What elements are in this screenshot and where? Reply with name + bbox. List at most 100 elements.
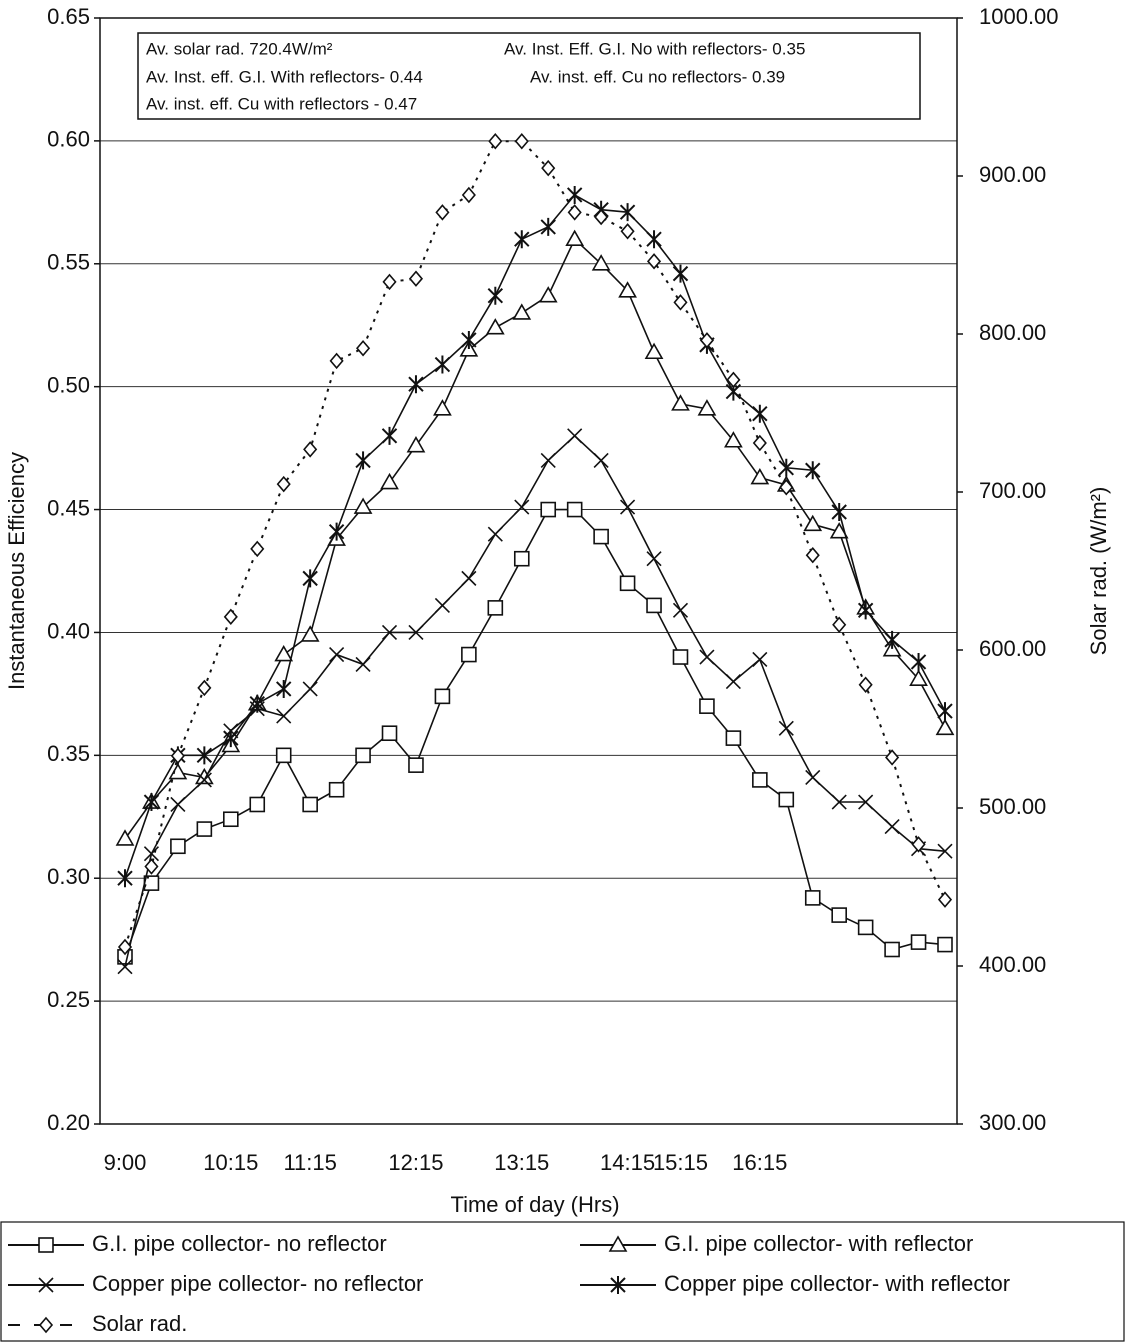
y-tick-label: 0.25 <box>47 987 90 1012</box>
marker <box>249 694 265 713</box>
x-tick-label: 14:15 <box>600 1150 655 1175</box>
marker <box>487 286 504 305</box>
marker <box>644 342 664 360</box>
series-line <box>124 237 946 840</box>
marker <box>884 941 900 958</box>
marker <box>461 646 477 663</box>
y2-tick-label: 500.00 <box>979 794 1046 819</box>
marker <box>223 811 239 828</box>
y2-tick-label: 300.00 <box>979 1110 1046 1135</box>
y-tick-label: 0.65 <box>47 4 90 29</box>
marker <box>884 819 900 835</box>
y-tick-label: 0.55 <box>47 250 90 275</box>
marker <box>196 746 213 765</box>
marker <box>778 791 795 808</box>
marker <box>610 1276 626 1294</box>
marker <box>170 838 186 855</box>
marker <box>910 934 927 950</box>
marker <box>115 829 135 846</box>
series-line <box>124 434 946 967</box>
marker <box>356 339 371 357</box>
marker <box>937 891 953 908</box>
marker <box>593 452 609 468</box>
marker <box>805 769 821 786</box>
marker <box>620 499 636 515</box>
marker <box>329 352 344 370</box>
y2-tick-label: 900.00 <box>979 162 1046 187</box>
marker <box>274 644 294 662</box>
marker <box>197 679 212 697</box>
y-tick-label: 0.45 <box>47 495 90 520</box>
marker <box>858 794 874 810</box>
series-line <box>124 508 946 958</box>
marker <box>514 499 530 515</box>
marker <box>408 757 424 773</box>
marker <box>223 608 238 626</box>
marker <box>619 575 636 592</box>
marker <box>143 793 160 812</box>
marker <box>461 570 477 586</box>
marker <box>620 223 635 240</box>
marker <box>276 679 292 698</box>
marker <box>302 569 318 588</box>
marker <box>646 230 662 249</box>
legend-label: Solar rad. <box>92 1311 187 1336</box>
marker <box>803 514 823 532</box>
y2-tick-label: 400.00 <box>979 952 1046 977</box>
marker <box>618 281 637 298</box>
marker <box>380 472 399 490</box>
marker <box>143 846 160 862</box>
marker <box>724 431 743 448</box>
marker <box>646 597 662 614</box>
marker <box>673 294 688 311</box>
marker <box>223 729 239 748</box>
marker <box>540 501 557 518</box>
marker <box>406 436 426 453</box>
marker <box>804 890 821 906</box>
x-tick-label: 16:15 <box>732 1150 787 1175</box>
marker <box>566 185 583 204</box>
plot-frame <box>99 17 958 1125</box>
marker <box>300 625 320 642</box>
marker <box>699 698 715 714</box>
marker <box>408 375 424 394</box>
y-tick-label: 0.35 <box>47 741 90 766</box>
marker <box>328 522 345 541</box>
marker <box>752 772 768 788</box>
y2-tick-label: 600.00 <box>979 636 1046 661</box>
marker <box>752 404 768 423</box>
marker <box>935 718 955 736</box>
marker <box>38 1277 54 1293</box>
marker <box>778 458 794 477</box>
marker <box>805 461 821 480</box>
marker <box>752 651 768 668</box>
marker <box>143 875 160 891</box>
marker <box>911 836 926 853</box>
marker <box>276 708 292 724</box>
marker <box>355 747 371 764</box>
marker <box>381 725 398 742</box>
marker <box>566 501 583 518</box>
x-tick-label: 12:15 <box>388 1150 443 1175</box>
y-tick-label: 0.60 <box>47 127 90 152</box>
marker <box>38 1237 54 1253</box>
marker <box>434 355 451 374</box>
y2-axis-label: Solar rad. (W/m²) <box>1086 487 1111 656</box>
marker <box>750 467 770 485</box>
marker <box>646 551 662 567</box>
marker <box>461 186 476 204</box>
annotation: Av. solar rad. 720.4W/m² <box>146 39 333 58</box>
x-axis-label: Time of day (Hrs) <box>450 1192 619 1217</box>
series-line <box>124 193 946 879</box>
marker <box>937 843 953 859</box>
marker <box>38 1316 54 1334</box>
annotation: Av. inst. eff. Cu with reflectors - 0.47 <box>146 94 417 113</box>
y-tick-label: 0.50 <box>47 372 90 397</box>
marker <box>541 159 556 177</box>
marker <box>514 133 529 150</box>
y-tick-label: 0.30 <box>47 864 90 889</box>
legend-label: G.I. pipe collector- no reflector <box>92 1231 387 1256</box>
marker <box>487 600 504 616</box>
marker <box>433 399 452 416</box>
